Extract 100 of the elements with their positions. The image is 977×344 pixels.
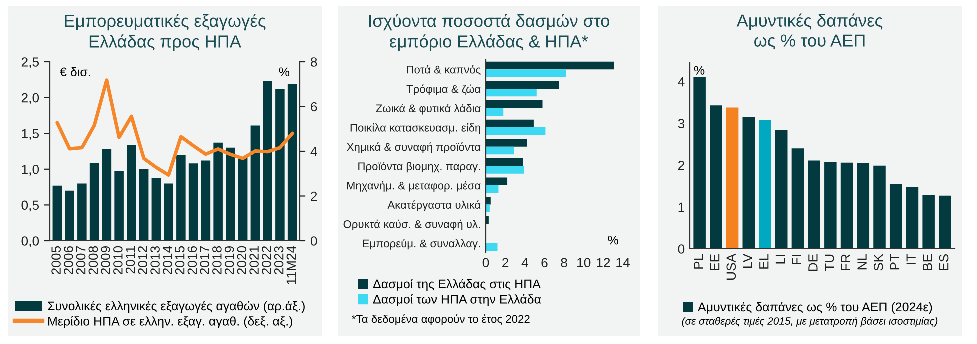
bar [486, 81, 560, 89]
x-tick-label: NL [858, 254, 867, 270]
bar [486, 185, 499, 194]
x-tick-label: 2020 [237, 246, 247, 275]
x-tick-label: PL [694, 254, 704, 269]
bar [726, 108, 739, 249]
x-tick-label: 2 [502, 258, 509, 268]
legend-label: Αμυντικές δαπάνες ως % του ΑΕΠ (2024ε) [698, 302, 932, 314]
x-tick-label: 2022 [262, 246, 272, 275]
bar [52, 186, 62, 241]
bar [164, 184, 174, 241]
chart-title: Ισχύοντα ποσοστά δασμών στο εμπόριο Ελλάδας & ΗΠΑ* [369, 14, 610, 52]
x-tick-label: LI [776, 255, 786, 264]
x-tick-label: 2012 [138, 246, 148, 275]
y2-tick-label: 2 [311, 192, 318, 202]
bar [486, 100, 543, 108]
bar [486, 146, 514, 155]
bar [486, 204, 490, 212]
x-tick-label: USA [726, 254, 736, 280]
x-tick-label: BE [923, 254, 932, 270]
bar [759, 120, 772, 249]
bar [486, 120, 534, 128]
x-tick-label: 2019 [224, 246, 234, 275]
chart-title: Αμυντικές δαπάνες ως % του ΑΕΠ [736, 14, 883, 50]
bar [694, 77, 706, 249]
bar [238, 157, 248, 241]
x-tick-label: 2006 [64, 246, 74, 275]
x-tick-label: 0 [482, 258, 490, 268]
y-tick-label: 1,5 [22, 129, 40, 140]
y-tick-label: Ορυκτά καύσ. & συναφή υλ. [344, 220, 480, 231]
bar [710, 106, 722, 249]
x-tick-label: EE [710, 254, 720, 270]
bar [214, 142, 223, 241]
y-tick-label: Μηχανήμ. & μεταφορ. μέσα [347, 181, 481, 192]
line-series [56, 78, 294, 177]
x-tick-label: 12 [597, 258, 610, 268]
x-tick-label: FR [841, 254, 850, 270]
text: *Τα δεδομένα αφορούν το έτος 2022 [352, 314, 530, 326]
x-tick-label: 2016 [188, 246, 198, 275]
bar [276, 89, 285, 241]
x-tick-label: 2011 [126, 246, 136, 274]
x-axis-title: % [608, 236, 618, 245]
x-tick-label: 6 [542, 258, 548, 268]
bar [486, 108, 504, 116]
bar [78, 184, 87, 241]
bar [486, 139, 528, 147]
y-tick-label: 2,5 [22, 58, 40, 68]
x-tick-label: PT [890, 254, 900, 270]
x-tick-label: 2023 [274, 246, 284, 275]
bar [486, 178, 508, 186]
bar [857, 163, 870, 249]
y2-tick-label: 4 [310, 147, 318, 156]
x-tick-label: 2014 [163, 246, 172, 275]
legend-label: Δασμοί των ΗΠΑ στην Ελλάδα [373, 294, 542, 306]
bar [263, 81, 272, 241]
x-tick-label: DE [808, 254, 818, 272]
x-tick-label: ES [939, 254, 949, 270]
x-tick-label: EL [760, 254, 769, 269]
y-tick-label: 0,5 [22, 200, 40, 212]
bar [139, 169, 149, 241]
x-tick-label: 2010 [114, 246, 123, 275]
bar [486, 166, 524, 174]
legend-label: Μερίδιο ΗΠΑ σε ελλην. εξαγ. αγαθ. (δεξ. αξ.) [48, 316, 292, 328]
chart-title: Εμπορευματικές εξαγωγές Ελλάδας προς ΗΠΑ [65, 14, 266, 52]
y-tick-label: 1,0 [22, 164, 40, 176]
bar [114, 172, 124, 241]
bar [188, 164, 198, 241]
y-tick-label: 0,0 [22, 236, 40, 248]
x-tick-label: IT [906, 254, 916, 264]
y-axis-title: % [694, 66, 705, 75]
y2-tick-label: 6 [311, 102, 318, 112]
bar [288, 84, 298, 241]
x-tick-label: 4 [522, 258, 528, 268]
x-tick-label: SK [874, 254, 884, 271]
bar [874, 166, 886, 249]
y-tick-label: Ποτά & καπνός [407, 65, 481, 76]
x-tick-label: 2008 [88, 246, 98, 275]
y-tick-label: 2,0 [22, 93, 40, 104]
y-axis-title: € δισ. [60, 67, 90, 77]
bar [792, 148, 804, 249]
bar [486, 62, 614, 70]
bar [486, 158, 524, 166]
bar [250, 126, 260, 241]
bar [65, 190, 74, 241]
bar [922, 195, 935, 249]
legend-label: Συνολικές ελληνικές εξαγωγές αγαθών (αρ.άξ.) [48, 301, 305, 314]
bar [486, 88, 537, 97]
bar [90, 162, 100, 241]
bar [742, 117, 756, 249]
x-tick-label: 2007 [76, 246, 86, 275]
bar [840, 162, 854, 249]
bar [226, 148, 236, 241]
x-tick-label: 8 [561, 258, 568, 268]
x-tick-label: 10 [578, 258, 591, 268]
y-tick-label: Ακατέργαστα υλικά [388, 200, 481, 212]
x-tick-label: 2017 [200, 246, 210, 275]
x-tick-label: 2018 [212, 246, 222, 275]
x-tick-label: 14 [616, 258, 630, 268]
x-tick-label: FI [792, 255, 802, 265]
x-tick-label: 11M24 [286, 246, 296, 284]
